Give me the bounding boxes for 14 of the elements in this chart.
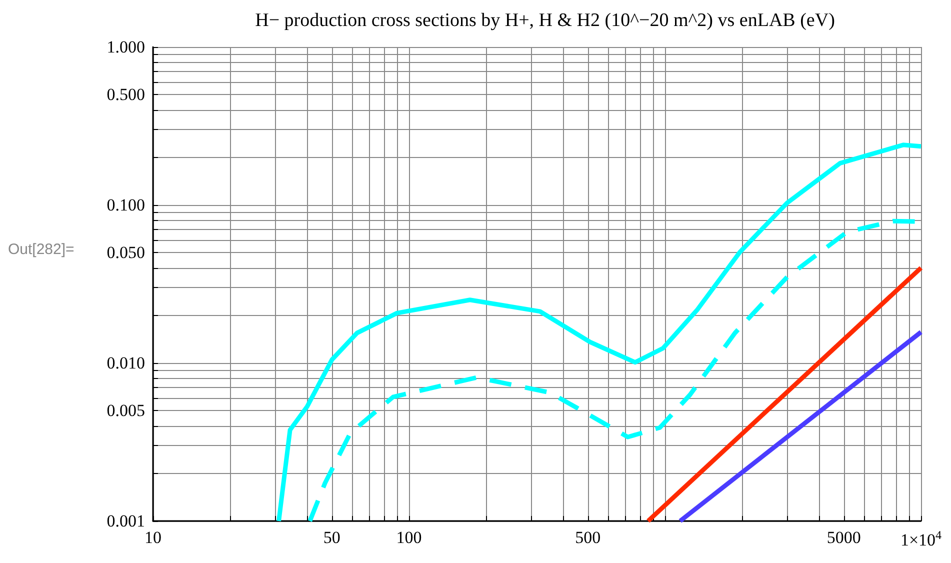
- y-tick-label: 0.010: [106, 354, 145, 372]
- x-tick-label: 50: [323, 528, 340, 547]
- y-tick-label: 0.500: [106, 85, 145, 104]
- x-tick-label: 500: [575, 528, 601, 547]
- y-tick-label: 0.050: [106, 243, 145, 262]
- y-tick-label: 0.005: [106, 401, 145, 420]
- y-tick-label: 0.100: [106, 196, 145, 214]
- chart-title: H− production cross sections by H+, H & H2 (10^−20 m^2) vs enLAB (eV): [255, 10, 835, 31]
- x-tick-label: 100: [396, 528, 422, 547]
- y-tick-label: 1.000: [106, 38, 145, 56]
- x-tick-label: 5000: [826, 528, 861, 547]
- y-tick-label: 0.001: [106, 512, 145, 530]
- text: Out[282]=: [8, 241, 75, 258]
- x-tick-label: 10: [144, 528, 162, 547]
